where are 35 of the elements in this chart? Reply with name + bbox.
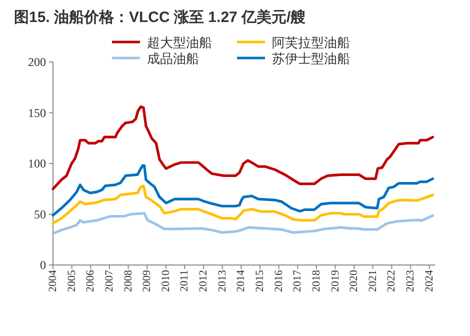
y-tick-label: 100 bbox=[28, 156, 46, 170]
x-tick-label: 2008 bbox=[122, 270, 134, 292]
legend-label: 超大型油船 bbox=[147, 35, 212, 50]
line-series bbox=[52, 212, 434, 235]
x-tick-label: 2018 bbox=[310, 270, 322, 292]
x-tick-label: 2021 bbox=[366, 270, 379, 292]
x-tick-label: 2022 bbox=[386, 270, 398, 292]
x-tick-label: 2011 bbox=[178, 270, 191, 292]
x-tick-label: 2016 bbox=[272, 270, 285, 292]
x-tick-label: 2020 bbox=[348, 270, 360, 292]
x-tick-label: 2015 bbox=[254, 270, 266, 292]
line-series bbox=[52, 164, 434, 217]
y-tick-label: 200 bbox=[28, 55, 46, 69]
chart-title: 图15. 油船价格：VLCC 涨至 1.27 亿美元/艘 bbox=[14, 8, 306, 26]
x-tick-label: 2019 bbox=[329, 270, 342, 292]
line-series bbox=[52, 184, 434, 225]
x-tick-label: 2024 bbox=[423, 270, 436, 292]
x-tick-label: 2007 bbox=[103, 270, 116, 292]
legend-label: 阿芙拉型油船 bbox=[272, 35, 350, 50]
legend-label: 苏伊士型油船 bbox=[272, 51, 350, 66]
x-tick-label: 2014 bbox=[235, 270, 248, 292]
legend-label: 成品油船 bbox=[147, 51, 199, 66]
line-series bbox=[52, 105, 434, 190]
x-tick-label: 2004 bbox=[47, 270, 59, 292]
x-tick-label: 2017 bbox=[292, 270, 304, 292]
x-tick-label: 2013 bbox=[216, 270, 228, 292]
x-tick-label: 2023 bbox=[404, 270, 417, 292]
x-tick-label: 2006 bbox=[84, 270, 97, 292]
x-tick-label: 2005 bbox=[66, 270, 78, 292]
x-tick-label: 2012 bbox=[198, 270, 210, 292]
y-tick-label: 0 bbox=[40, 258, 46, 272]
x-tick-label: 2009 bbox=[141, 270, 154, 292]
y-tick-label: 150 bbox=[28, 106, 46, 120]
y-tick-label: 50 bbox=[34, 207, 46, 222]
x-tick-label: 2010 bbox=[160, 270, 172, 292]
